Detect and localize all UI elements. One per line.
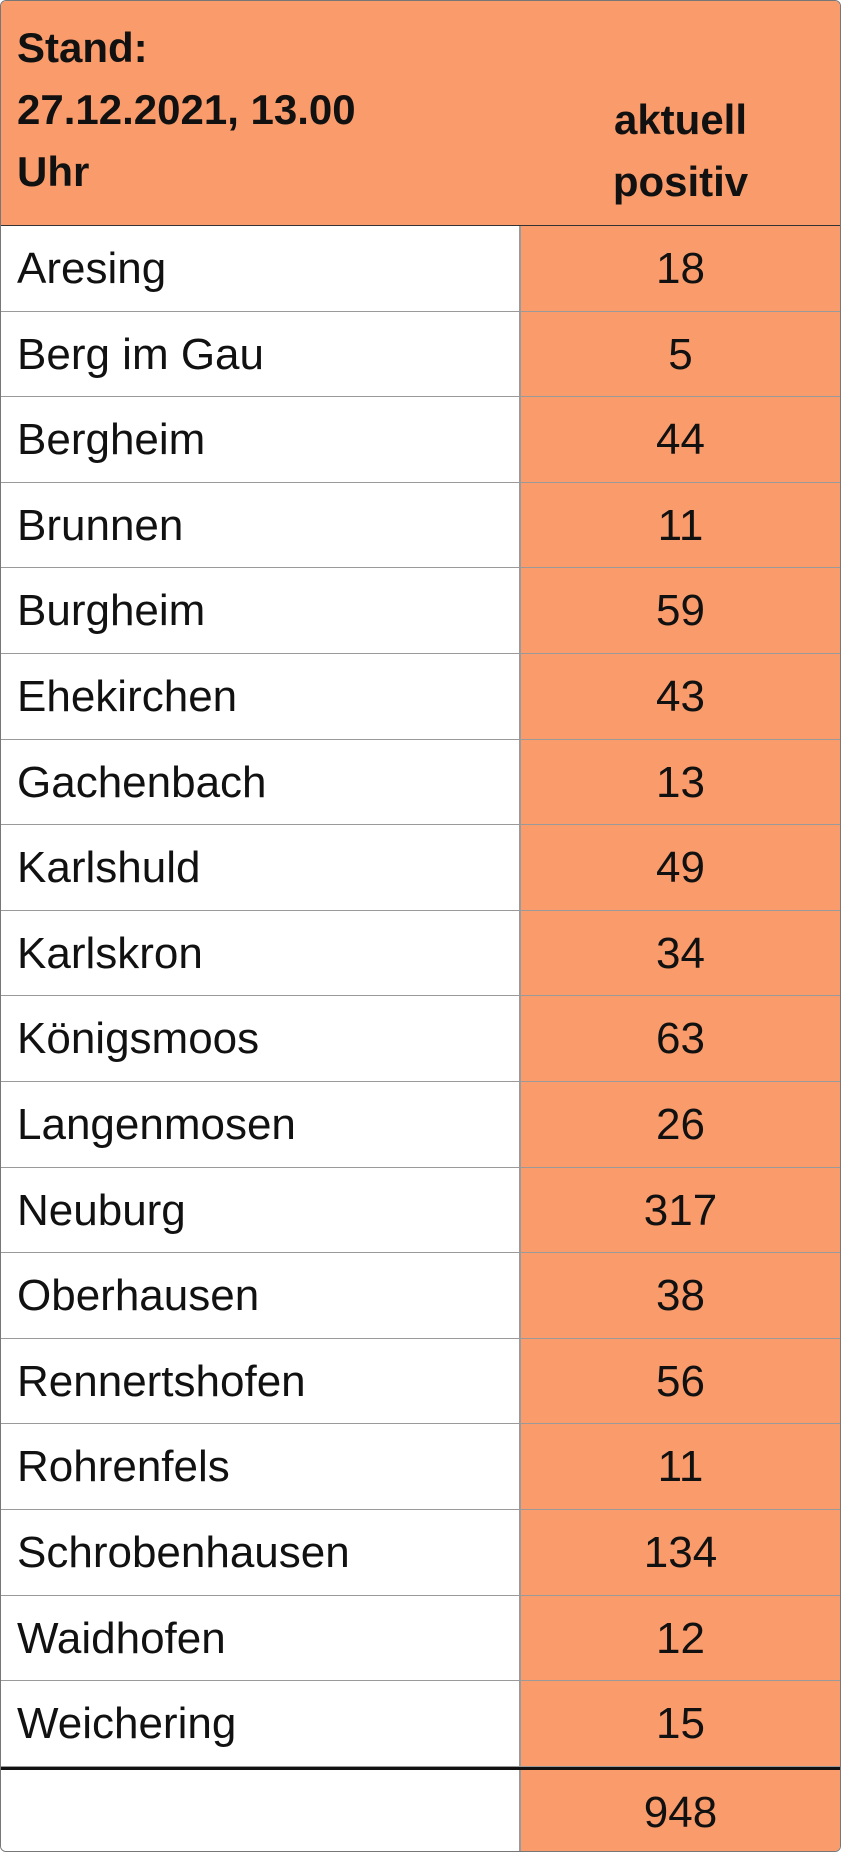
- positive-count: 11: [521, 1424, 840, 1509]
- municipality: Berg im Gau: [1, 311, 521, 397]
- table-row: Ehekirchen 43: [1, 654, 840, 740]
- table-row: Karlshuld 49: [1, 825, 840, 911]
- positive-count: 317: [521, 1167, 840, 1253]
- municipality: Waidhofen: [1, 1595, 521, 1681]
- municipality: Neuburg: [1, 1167, 521, 1253]
- total-row: 948: [1, 1766, 840, 1851]
- municipality: Ehekirchen: [1, 654, 521, 739]
- positive-count: 13: [521, 739, 840, 825]
- municipality: Rennertshofen: [1, 1338, 521, 1424]
- positive-count: 49: [521, 825, 840, 910]
- total-count: 948: [521, 1769, 840, 1851]
- positive-count: 18: [521, 226, 840, 311]
- table-row: Gachenbach 13: [1, 739, 840, 826]
- positive-count: 26: [521, 1082, 840, 1167]
- table-row: Neuburg 317: [1, 1167, 840, 1254]
- municipality: Langenmosen: [1, 1082, 521, 1167]
- positive-count: 34: [521, 910, 840, 996]
- positive-count: 44: [521, 397, 840, 482]
- header-line: Stand:: [17, 24, 148, 71]
- municipality: Weichering: [1, 1681, 521, 1766]
- positive-count: 5: [521, 311, 840, 397]
- table-row: Langenmosen 26: [1, 1082, 840, 1168]
- table-row: Rennertshofen 56: [1, 1338, 840, 1425]
- positive-count: 11: [521, 482, 840, 568]
- table-row: Waidhofen 12: [1, 1595, 840, 1682]
- positive-count: 12: [521, 1595, 840, 1681]
- positive-count: 38: [521, 1253, 840, 1338]
- municipality: Gachenbach: [1, 739, 521, 825]
- municipality: Burgheim: [1, 568, 521, 653]
- municipality: Brunnen: [1, 482, 521, 568]
- positive-count: 59: [521, 568, 840, 653]
- table-row: Königsmoos 63: [1, 996, 840, 1082]
- positive-count: 134: [521, 1510, 840, 1595]
- table-row: Bergheim 44: [1, 397, 840, 483]
- header-line: positiv: [612, 158, 749, 205]
- municipality: Rohrenfels: [1, 1424, 521, 1509]
- municipality: Karlskron: [1, 910, 521, 996]
- header-line: Uhr: [17, 148, 90, 195]
- header-line: aktuell: [613, 96, 748, 143]
- table-row: Burgheim 59: [1, 568, 840, 654]
- table-row: Rohrenfels 11: [1, 1424, 840, 1510]
- header-title: Stand: 27.12.2021, 13.00 Uhr: [17, 17, 356, 203]
- table-row: Schrobenhausen 134: [1, 1510, 840, 1596]
- header-line: 27.12.2021, 13.00: [17, 86, 356, 133]
- table-header: Stand: 27.12.2021, 13.00 Uhr aktuell positi…: [1, 1, 840, 227]
- positive-count: 15: [521, 1681, 840, 1766]
- municipality: Bergheim: [1, 397, 521, 482]
- table-row: Karlskron 34: [1, 910, 840, 997]
- total-label: [1, 1769, 521, 1851]
- municipality: Königsmoos: [1, 996, 521, 1081]
- positive-count: 63: [521, 996, 840, 1081]
- header-column: aktuell positiv: [521, 89, 840, 213]
- positive-count: 56: [521, 1338, 840, 1424]
- municipality: Schrobenhausen: [1, 1510, 521, 1595]
- table-row: Brunnen 11: [1, 482, 840, 569]
- table-row: Weichering 15: [1, 1681, 840, 1767]
- positive-count: 43: [521, 654, 840, 739]
- municipality: Oberhausen: [1, 1253, 521, 1338]
- municipality: Karlshuld: [1, 825, 521, 910]
- table-row: Aresing 18: [1, 226, 840, 312]
- table-row: Berg im Gau 5: [1, 311, 840, 398]
- table-row: Oberhausen 38: [1, 1253, 840, 1339]
- municipality: Aresing: [1, 226, 521, 311]
